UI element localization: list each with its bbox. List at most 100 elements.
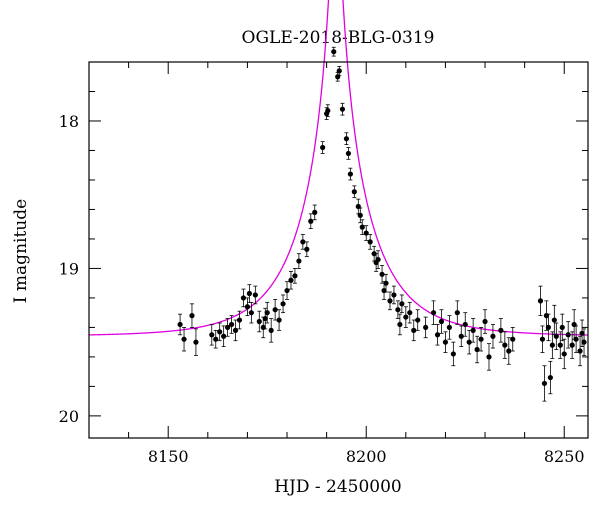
- data-point: [339, 102, 346, 116]
- data-point: [367, 234, 373, 250]
- data-point: [454, 300, 460, 325]
- data-point: [256, 310, 262, 333]
- data-point: [478, 327, 484, 352]
- data-point: [189, 303, 195, 328]
- data-point: [462, 312, 468, 337]
- data-point: [363, 225, 369, 241]
- data-point: [470, 318, 476, 343]
- data-point: [442, 331, 449, 353]
- x-tick-label: 8250: [544, 447, 585, 466]
- data-point: [331, 46, 337, 57]
- data-point: [276, 309, 282, 331]
- chart-title: OGLE-2018-BLG-0319: [242, 28, 435, 48]
- data-point: [246, 284, 252, 303]
- data-point: [569, 331, 575, 359]
- data-point: [565, 321, 571, 349]
- data-point: [300, 234, 306, 250]
- data-point: [549, 331, 555, 359]
- x-axis-label: HJD - 2450000: [274, 477, 402, 497]
- model-curve: [88, 0, 589, 336]
- data-point: [357, 207, 363, 224]
- data-point: [248, 301, 254, 324]
- data-point: [252, 285, 258, 305]
- data-point: [181, 327, 187, 352]
- data-point: [304, 241, 310, 258]
- y-tick-label: 19: [59, 259, 79, 278]
- data-point: [225, 318, 231, 337]
- y-tick-label: 18: [59, 112, 79, 131]
- plot-frame: [88, 61, 589, 439]
- x-tick-label: 8200: [346, 447, 387, 466]
- data-point: [498, 318, 504, 343]
- data-point: [415, 309, 421, 331]
- data-point: [343, 132, 350, 145]
- data-point: [345, 147, 352, 160]
- data-point: [240, 288, 247, 308]
- data-point: [551, 304, 557, 336]
- data-point: [272, 298, 278, 321]
- data-point: [537, 285, 544, 317]
- data-point: [395, 300, 401, 319]
- data-point: [502, 331, 508, 359]
- data-point: [264, 301, 270, 324]
- data-point: [217, 322, 223, 342]
- data-point: [434, 324, 441, 346]
- y-axis-label: I magnitude: [11, 199, 31, 303]
- data-point: [438, 309, 445, 334]
- data-point: [236, 310, 243, 330]
- data-point: [325, 104, 331, 117]
- data-point: [268, 318, 274, 343]
- data-point: [193, 328, 199, 356]
- data-point: [545, 313, 551, 342]
- data-point: [292, 268, 298, 284]
- data-point: [407, 301, 413, 324]
- data-point: [403, 306, 409, 328]
- data-point: [288, 270, 294, 290]
- data-point: [351, 185, 357, 199]
- data-point: [446, 315, 452, 340]
- data-point: [581, 328, 587, 356]
- data-point: [284, 281, 290, 300]
- data-point: [506, 337, 512, 365]
- data-point: [553, 322, 559, 350]
- x-tick-label: 8150: [148, 447, 189, 466]
- data-point: [561, 338, 567, 370]
- data-point: [221, 325, 227, 347]
- data-point: [359, 219, 365, 235]
- axis-ticks: 8150 8200 8250 18 19 20: [59, 61, 588, 466]
- data-point: [559, 313, 565, 342]
- model-line: [88, 0, 589, 336]
- data-point: [557, 331, 563, 359]
- data-point: [510, 327, 516, 352]
- data-point: [213, 329, 219, 349]
- data-point: [312, 204, 318, 221]
- data-point: [375, 250, 381, 269]
- data-point: [399, 294, 405, 314]
- data-point: [391, 285, 397, 305]
- data-point: [379, 265, 385, 284]
- data-point: [308, 213, 314, 230]
- y-tick-label: 20: [59, 407, 79, 426]
- data-point: [541, 365, 548, 402]
- data-point: [177, 313, 183, 336]
- data-point: [458, 325, 464, 347]
- data-point: [320, 141, 326, 154]
- data-point: [577, 335, 583, 367]
- data-point: [466, 329, 472, 355]
- data-point: [490, 324, 496, 349]
- data-point: [244, 297, 251, 317]
- data-point: [228, 315, 235, 334]
- data-point: [347, 167, 353, 181]
- data-point: [232, 319, 239, 342]
- data-point: [423, 316, 429, 339]
- data-point: [296, 253, 302, 269]
- data-point: [486, 343, 492, 371]
- data-point: [397, 313, 403, 336]
- data-point: [482, 309, 488, 334]
- data-point: [411, 319, 417, 342]
- data-point: [387, 291, 393, 311]
- data-point: [547, 360, 553, 395]
- data-point: [573, 325, 579, 353]
- data-point: [383, 273, 389, 293]
